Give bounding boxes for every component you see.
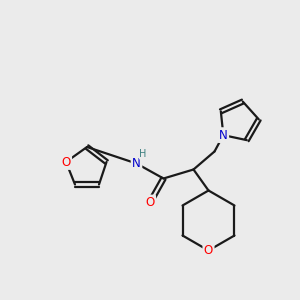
- Text: O: O: [204, 244, 213, 257]
- Text: O: O: [61, 155, 70, 169]
- Text: H: H: [140, 149, 147, 159]
- Text: N: N: [132, 157, 141, 170]
- Text: O: O: [146, 196, 154, 209]
- Text: N: N: [219, 129, 228, 142]
